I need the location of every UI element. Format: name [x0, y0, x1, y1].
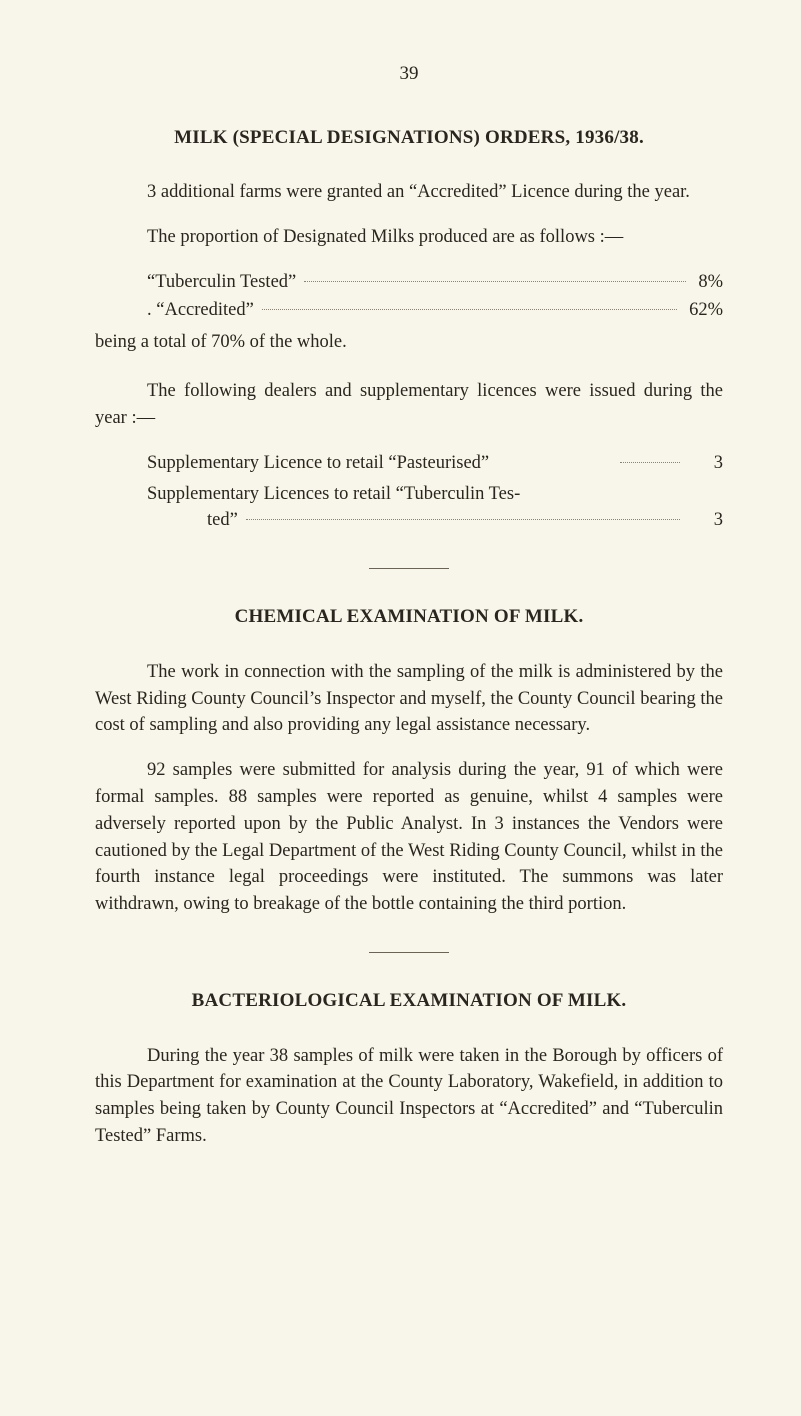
dot-leader: [246, 518, 680, 520]
designated-milk-row: “Tuberculin Tested” 8%: [147, 269, 723, 296]
supp-text: Supplementary Licence to retail “Pasteur…: [147, 450, 612, 477]
dot-leader: [304, 280, 686, 282]
supplementary-licence-row: Supplementary Licences to retail “Tuberc…: [147, 481, 723, 535]
item-value: 62%: [685, 297, 723, 324]
supp-text-line2: ted”: [147, 507, 238, 534]
supp-value: 3: [688, 507, 723, 534]
item-value: 8%: [694, 269, 723, 296]
section-divider: [369, 568, 449, 569]
section1-total: being a total of 70% of the whole.: [95, 329, 723, 356]
section1-proportion-intro: The proportion of Designated Milks produ…: [95, 224, 723, 251]
section1-heading: MILK (SPECIAL DESIGNATIONS) ORDERS, 1936…: [95, 124, 723, 152]
section1-intro: 3 additional farms were granted an “Accr…: [95, 179, 723, 206]
section3-para1: During the year 38 samples of milk were …: [95, 1043, 723, 1150]
dot-leader: [262, 308, 677, 310]
document-page: 39 MILK (SPECIAL DESIGNATIONS) ORDERS, 1…: [0, 0, 801, 1416]
section2-para2: 92 samples were submitted for analysis d…: [95, 757, 723, 918]
section2-para1: The work in connection with the sampling…: [95, 659, 723, 739]
dot-leader: [620, 461, 680, 463]
designated-milk-row: . “Accredited” 62%: [147, 297, 723, 324]
supplementary-licence-row: Supplementary Licence to retail “Pasteur…: [147, 450, 723, 477]
section-divider: [369, 952, 449, 953]
supp-text-line1: Supplementary Licences to retail “Tuberc…: [147, 481, 723, 508]
item-label: . “Accredited”: [147, 297, 254, 324]
section1-following-intro: The following dealers and supplementary …: [95, 378, 723, 432]
section2-heading: CHEMICAL EXAMINATION OF MILK.: [95, 603, 723, 631]
item-label: “Tuberculin Tested”: [147, 269, 296, 296]
supp-value: 3: [688, 450, 723, 477]
section3-heading: BACTERIOLOGICAL EXAMINATION OF MILK.: [95, 987, 723, 1015]
page-number: 39: [95, 60, 723, 88]
